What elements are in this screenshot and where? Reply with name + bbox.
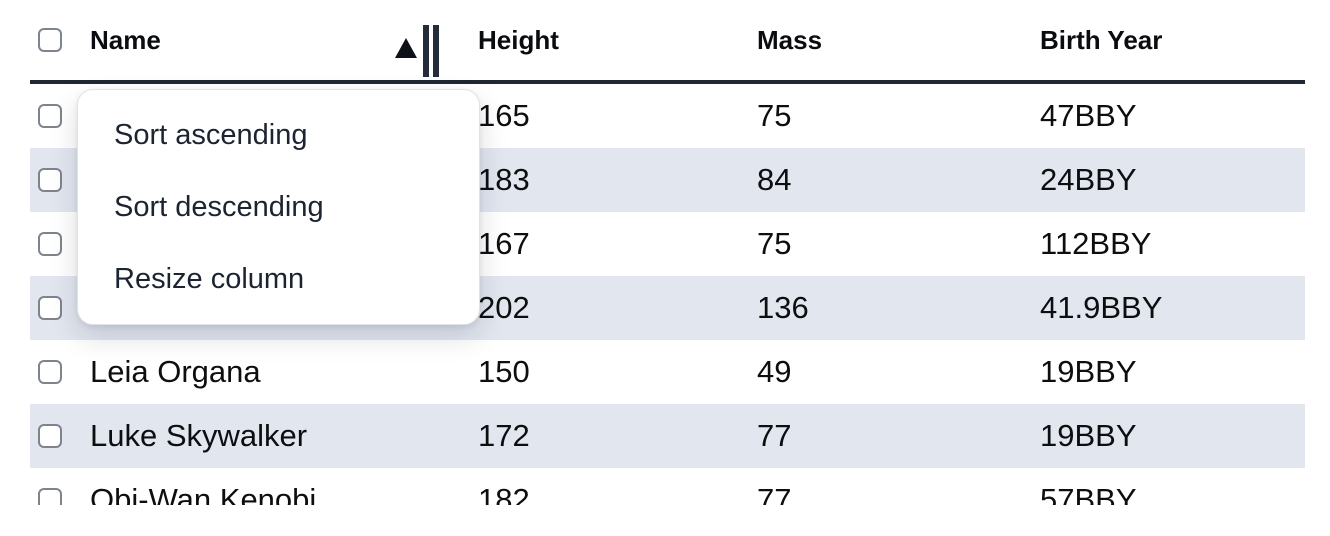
- menu-item-resize-column[interactable]: Resize column: [114, 262, 305, 295]
- cell-birth-year: 112BBY: [1040, 226, 1152, 261]
- row-checkbox[interactable]: [38, 168, 62, 192]
- cell-height: 165: [478, 98, 530, 133]
- column-header-mass[interactable]: Mass: [757, 24, 823, 55]
- cell-birth-year: 19BBY: [1040, 354, 1137, 389]
- sort-ascending-icon: [395, 38, 417, 58]
- row-checkbox[interactable]: [38, 104, 62, 128]
- row-checkbox-cell: [30, 360, 78, 384]
- cell-birth-year: 41.9BBY: [1040, 290, 1163, 325]
- cell-height: 172: [478, 418, 530, 453]
- cell-height: 202: [478, 290, 530, 325]
- header-checkbox-cell: [30, 28, 78, 52]
- cell-height: 182: [478, 482, 530, 505]
- cell-mass: 77: [757, 418, 792, 453]
- cell-name: Obi-Wan Kenobi: [90, 482, 317, 505]
- resize-bar-icon: [423, 25, 429, 77]
- select-all-checkbox[interactable]: [38, 28, 62, 52]
- table-row: Luke Skywalker 172 77 19BBY: [30, 404, 1305, 468]
- cell-mass: 77: [757, 482, 792, 505]
- resize-bar-icon: [433, 25, 439, 77]
- cell-birth-year: 47BBY: [1040, 98, 1137, 133]
- row-checkbox[interactable]: [38, 488, 62, 505]
- cell-mass: 84: [757, 162, 792, 197]
- cell-mass: 75: [757, 98, 792, 133]
- cell-name: Leia Organa: [90, 354, 261, 389]
- menu-item-sort-ascending[interactable]: Sort ascending: [114, 118, 308, 151]
- column-header-name[interactable]: Name: [90, 24, 161, 55]
- cell-mass: 136: [757, 290, 809, 325]
- cell-height: 150: [478, 354, 530, 389]
- column-context-menu: Sort ascending Sort descending Resize co…: [77, 89, 480, 325]
- cell-height: 167: [478, 226, 530, 261]
- row-checkbox-cell: [30, 296, 78, 320]
- column-header-height[interactable]: Height: [478, 24, 559, 55]
- row-checkbox-cell: [30, 104, 78, 128]
- row-checkbox-cell: [30, 488, 78, 505]
- cell-birth-year: 57BBY: [1040, 482, 1137, 505]
- row-checkbox[interactable]: [38, 232, 62, 256]
- table-row: Obi-Wan Kenobi 182 77 57BBY: [30, 468, 1305, 505]
- column-resize-handle[interactable]: [423, 25, 439, 77]
- row-checkbox-cell: [30, 168, 78, 192]
- table-row: Leia Organa 150 49 19BBY: [30, 340, 1305, 404]
- cell-name: Luke Skywalker: [90, 418, 308, 453]
- cell-mass: 75: [757, 226, 792, 261]
- cell-height: 183: [478, 162, 530, 197]
- row-checkbox-cell: [30, 232, 78, 256]
- cell-birth-year: 19BBY: [1040, 418, 1137, 453]
- column-header-birth-year[interactable]: Birth Year: [1040, 24, 1163, 55]
- cell-birth-year: 24BBY: [1040, 162, 1137, 197]
- row-checkbox-cell: [30, 424, 78, 448]
- row-checkbox[interactable]: [38, 360, 62, 384]
- cell-mass: 49: [757, 354, 792, 389]
- table-header-row: Name Height Mass Birth Year: [30, 0, 1305, 84]
- row-checkbox[interactable]: [38, 296, 62, 320]
- menu-item-sort-descending[interactable]: Sort descending: [114, 190, 324, 223]
- row-checkbox[interactable]: [38, 424, 62, 448]
